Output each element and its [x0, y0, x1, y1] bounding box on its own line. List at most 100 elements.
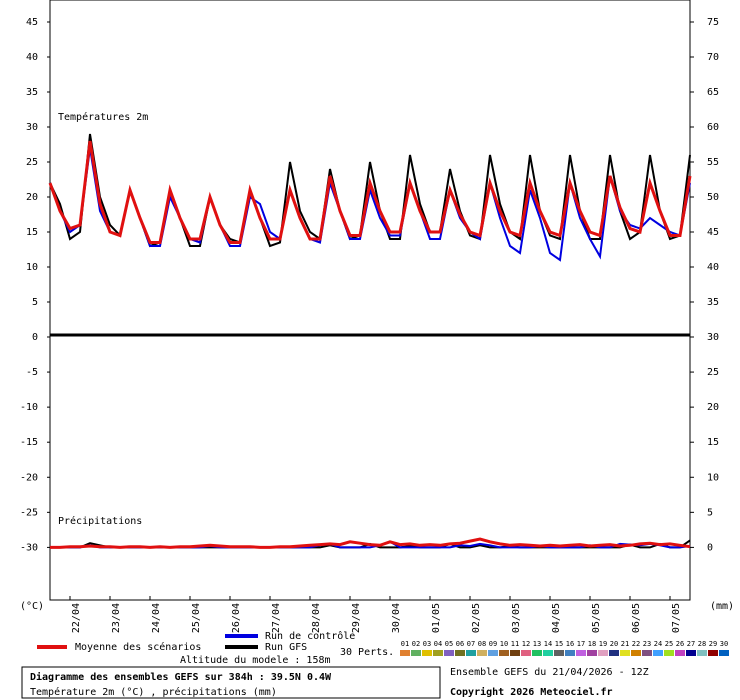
y-tick-label: 30	[26, 122, 38, 133]
pert-swatch	[609, 650, 619, 656]
precip-title: Précipitations	[58, 515, 142, 527]
pert-label: 05	[445, 640, 453, 648]
y-tick-label: 10	[26, 262, 38, 273]
y-tick-label: 0	[32, 332, 38, 343]
run-date: Ensemble GEFS du 21/04/2026 - 12Z	[450, 667, 649, 678]
pert-label: 14	[544, 640, 552, 648]
pert-label: 08	[478, 640, 486, 648]
x-tick-label: 27/04	[271, 603, 282, 633]
y-tick-label: 20	[26, 192, 38, 203]
pert-swatch	[433, 650, 443, 656]
pert-swatch	[466, 650, 476, 656]
pert-swatch	[499, 650, 509, 656]
pert-label: 21	[621, 640, 629, 648]
pert-swatch	[400, 650, 410, 656]
y2-tick-label: 65	[707, 87, 719, 98]
plot-frame	[49, 0, 691, 601]
legend-control: Run de contrôle	[265, 630, 355, 642]
pert-label: 15	[555, 640, 563, 648]
pert-label: 02	[412, 640, 420, 648]
y-tick-label: 40	[26, 52, 38, 63]
pert-label: 22	[632, 640, 640, 648]
x-tick-label: 24/04	[151, 603, 162, 633]
pert-swatch	[587, 650, 597, 656]
pert-label: 11	[511, 640, 519, 648]
pert-swatch	[477, 650, 487, 656]
x-tick-label: 26/04	[231, 603, 242, 633]
pert-swatch	[411, 650, 421, 656]
y2-tick-label: 30	[707, 332, 719, 343]
pert-label: 23	[643, 640, 651, 648]
legend-gfs: Run GFS	[265, 642, 307, 653]
pert-label: 25	[665, 640, 673, 648]
y-tick-label: -10	[20, 402, 38, 413]
y2-tick-label: 40	[707, 262, 719, 273]
y-tick-label: 25	[26, 157, 38, 168]
pert-swatch	[686, 650, 696, 656]
pert-swatch	[532, 650, 542, 656]
pert-swatch	[697, 650, 707, 656]
legend-mean: Moyenne des scénarios	[75, 641, 201, 653]
pert-label: 06	[456, 640, 464, 648]
y-tick-label: 35	[26, 87, 38, 98]
pert-swatch	[510, 650, 520, 656]
y-tick-label: 15	[26, 227, 38, 238]
x-tick-label: 05/05	[591, 603, 602, 633]
pert-label: 10	[500, 640, 508, 648]
y2-tick-label: 0	[707, 542, 713, 553]
y-tick-label: -5	[26, 367, 38, 378]
pert-swatch	[598, 650, 608, 656]
pert-label: 01	[401, 640, 409, 648]
y-tick-label: 45	[26, 17, 38, 28]
pert-swatch	[576, 650, 586, 656]
x-tick-label: 03/05	[511, 603, 522, 633]
y-tick-label: -30	[20, 542, 38, 553]
pert-label: 17	[577, 640, 585, 648]
x-tick-label: 04/05	[551, 603, 562, 633]
pert-swatch	[422, 650, 432, 656]
x-tick-label: 06/05	[631, 603, 642, 633]
pert-swatch	[444, 650, 454, 656]
x-tick-label: 25/04	[191, 603, 202, 633]
x-tick-label: 28/04	[311, 603, 322, 633]
pert-swatch	[653, 650, 663, 656]
pert-label: 27	[687, 640, 695, 648]
pert-label: 20	[610, 640, 618, 648]
pert-swatch	[455, 650, 465, 656]
y2-tick-label: 25	[707, 367, 719, 378]
y2-tick-label: 5	[707, 507, 713, 518]
pert-label: 24	[654, 640, 662, 648]
pert-label: 30	[720, 640, 728, 648]
pert-label: 19	[599, 640, 607, 648]
pert-label: 12	[522, 640, 530, 648]
pert-label: 28	[698, 640, 706, 648]
pert-label: 18	[588, 640, 596, 648]
y2-tick-label: 70	[707, 52, 719, 63]
y2-tick-label: 15	[707, 437, 719, 448]
footer-box	[21, 666, 441, 699]
pert-label: 26	[676, 640, 684, 648]
y-tick-label: 5	[32, 297, 38, 308]
pert-label: 07	[467, 640, 475, 648]
pert-label: 04	[434, 640, 442, 648]
series-line	[48, 140, 692, 244]
pert-swatch	[521, 650, 531, 656]
y2-tick-label: 75	[707, 17, 719, 28]
pert-label: 13	[533, 640, 541, 648]
x-tick-label: 29/04	[351, 603, 362, 633]
y2-tick-label: 45	[707, 227, 719, 238]
x-tick-label: 30/04	[391, 603, 402, 633]
series-line	[50, 537, 691, 549]
pert-swatch	[488, 650, 498, 656]
y2-tick-label: 60	[707, 122, 719, 133]
pert-label: 09	[489, 640, 497, 648]
x-tick-label: 22/04	[71, 603, 82, 633]
altitude: Altitude du modele : 158m	[180, 655, 331, 666]
footer-subtitle: Température 2m (°C) , précipitations (mm…	[30, 686, 277, 698]
pert-swatch	[642, 650, 652, 656]
x-tick-label: 23/04	[111, 603, 122, 633]
copyright: Copyright 2026 Meteociel.fr	[450, 686, 613, 698]
pert-swatch	[675, 650, 685, 656]
